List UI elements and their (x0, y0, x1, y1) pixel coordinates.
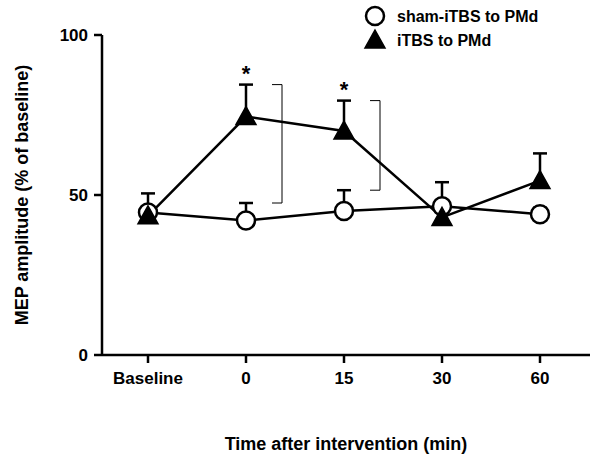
significance-bracket (370, 101, 380, 191)
x-tick-label: 0 (241, 369, 250, 388)
y-tick (94, 354, 102, 357)
x-tick (343, 355, 346, 363)
y-tick-label: 100 (60, 26, 88, 45)
data-point (335, 202, 353, 220)
y-tick-label: 50 (69, 186, 88, 205)
x-tick (245, 355, 248, 363)
data-point (138, 206, 158, 224)
chart-svg: 0 50 100 Baseline 0 15 30 60 Time after interven… (0, 0, 600, 471)
data-point (237, 212, 255, 230)
x-axis (102, 354, 590, 357)
significance-bracket (272, 85, 282, 203)
x-tick (147, 355, 150, 363)
y-axis-title: MEP amplitude (% of baseline) (12, 65, 32, 326)
legend-label: iTBS to PMd (397, 32, 491, 49)
plot-area (138, 85, 550, 230)
x-tick-label: 30 (433, 369, 452, 388)
y-tick (94, 34, 102, 37)
data-point (236, 107, 256, 125)
legend-item: iTBS to PMd (365, 30, 491, 49)
legend-label: sham-iTBS to PMd (397, 8, 538, 25)
legend-marker (365, 30, 385, 48)
y-tick-label: 0 (79, 346, 88, 365)
data-point (531, 205, 549, 223)
legend-item: sham-iTBS to PMd (366, 7, 538, 25)
significance-mark: * (340, 77, 349, 102)
x-tick-label: 15 (335, 369, 354, 388)
x-tick-label: Baseline (113, 369, 183, 388)
x-tick (441, 355, 444, 363)
x-axis-title: Time after intervention (min) (225, 434, 468, 454)
x-tick-label: 60 (531, 369, 550, 388)
data-point (530, 171, 550, 189)
significance-mark: * (242, 61, 251, 86)
x-tick (539, 355, 542, 363)
y-tick (94, 194, 102, 197)
data-point (432, 207, 452, 225)
chart: 0 50 100 Baseline 0 15 30 60 Time after interven… (0, 0, 600, 471)
legend-marker (366, 7, 384, 25)
data-point (334, 121, 354, 139)
